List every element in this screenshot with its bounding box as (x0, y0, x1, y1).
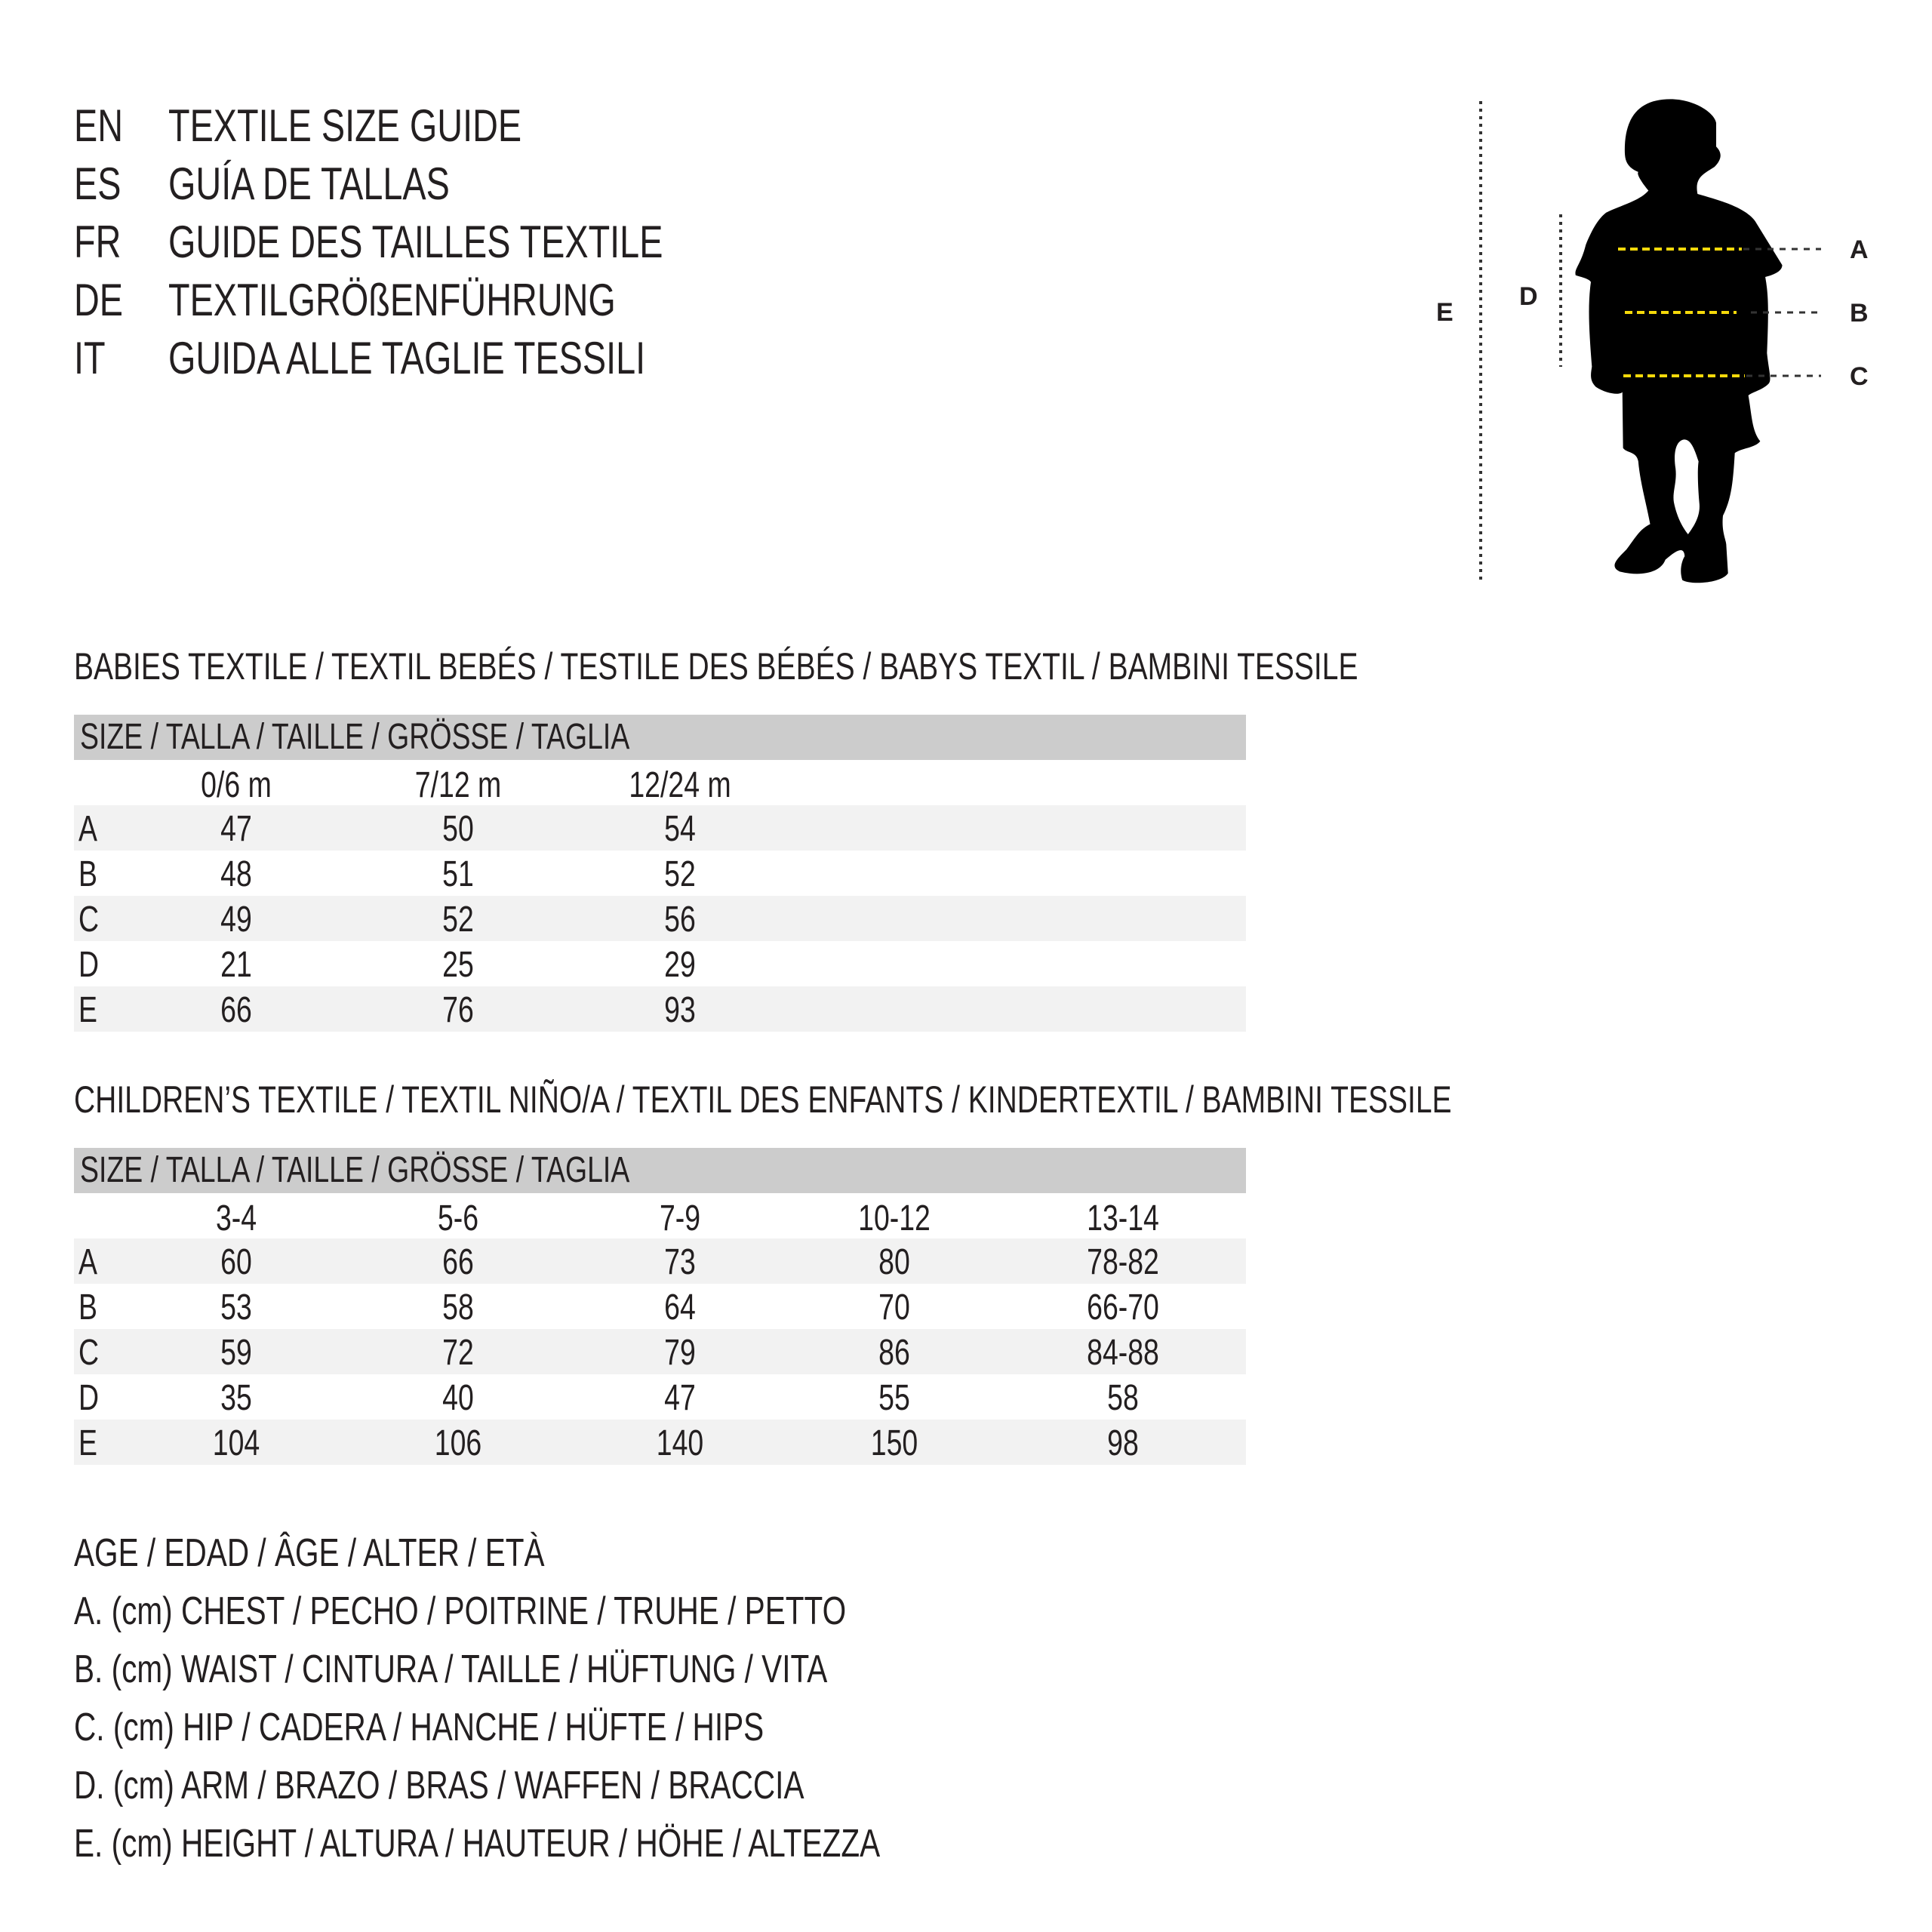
table-cell: 66-70 (1087, 1287, 1159, 1327)
row-label: A (78, 809, 97, 849)
table-cell: 40 (442, 1378, 474, 1418)
table-row: B 48 51 52 (74, 851, 1246, 896)
title-es: GUÍA DE TALLAS (168, 158, 450, 209)
row-label: D (78, 945, 100, 985)
table-cell: 58 (1107, 1378, 1139, 1418)
title-fr: GUIDE DES TAILLES TEXTILE (168, 217, 663, 267)
table-cell: 98 (1107, 1423, 1139, 1463)
table-row: A 47 50 54 (74, 805, 1246, 851)
label-e: E (1436, 298, 1454, 327)
row-label: E (78, 1423, 97, 1463)
table-cell: 104 (212, 1423, 260, 1463)
table-cell: 76 (442, 990, 474, 1030)
row-label: A (78, 1242, 97, 1282)
table-row: C 49 52 56 (74, 896, 1246, 941)
table-cell: 150 (870, 1423, 918, 1463)
label-d: D (1519, 282, 1538, 311)
title-it: GUIDA ALLE TAGLIE TESSILI (168, 333, 646, 383)
column-header: 7-9 (659, 1198, 701, 1238)
title-en: TEXTILE SIZE GUIDE (168, 100, 522, 151)
children-heading: CHILDREN’S TEXTILE / TEXTIL NIÑO/A / TEX… (74, 1078, 1452, 1121)
legend-hip: C. (cm) HIP / CADERA / HANCHE / HÜFTE / … (74, 1706, 764, 1749)
table-cell: 59 (220, 1333, 252, 1373)
row-label: B (78, 1287, 97, 1327)
table-cell: 78-82 (1087, 1242, 1159, 1282)
table-cell: 60 (220, 1242, 252, 1282)
table-cell: 49 (220, 900, 252, 940)
silhouette-shape (1575, 99, 1783, 583)
column-header: 0/6 m (201, 765, 272, 805)
table-cell: 72 (442, 1333, 474, 1373)
size-header-bar: SIZE / TALLA / TAILLE / GRÖSSE / TAGLIA (74, 1148, 1246, 1193)
label-a: A (1850, 235, 1869, 264)
table-cell: 48 (220, 854, 252, 894)
lang-code-es: ES (74, 158, 122, 209)
table-cell: 80 (878, 1242, 910, 1282)
table-cell: 29 (664, 945, 696, 985)
row-label: B (78, 854, 97, 894)
table-row: E 104 106 140 150 98 (74, 1420, 1246, 1465)
column-header: 12/24 m (629, 765, 731, 805)
size-header-label: SIZE / TALLA / TAILLE / GRÖSSE / TAGLIA (80, 1150, 630, 1190)
column-header: 10-12 (858, 1198, 931, 1238)
table-cell: 86 (878, 1333, 910, 1373)
label-c: C (1850, 362, 1869, 391)
size-header-bar: SIZE / TALLA / TAILLE / GRÖSSE / TAGLIA (74, 715, 1246, 760)
table-cell: 25 (442, 945, 474, 985)
table-row: E 66 76 93 (74, 986, 1246, 1032)
table-cell: 52 (664, 854, 696, 894)
column-header: 7/12 m (414, 765, 502, 805)
table-cell: 47 (664, 1378, 696, 1418)
table-row: B 53 58 64 70 66-70 (74, 1284, 1246, 1329)
table-cell: 64 (664, 1287, 696, 1327)
table-row: A 60 66 73 80 78-82 (74, 1238, 1246, 1284)
table-cell: 35 (220, 1378, 252, 1418)
table-cell: 58 (442, 1287, 474, 1327)
table-cell: 106 (434, 1423, 482, 1463)
row-label: C (78, 900, 100, 940)
table-cell: 50 (442, 809, 474, 849)
table-cell: 140 (656, 1423, 704, 1463)
column-header: 13-14 (1087, 1198, 1159, 1238)
column-header-row: 0/6 m 7/12 m 12/24 m (74, 761, 1246, 807)
table-cell: 51 (442, 854, 474, 894)
table-row: D 21 25 29 (74, 941, 1246, 986)
table-cell: 55 (878, 1378, 910, 1418)
table-cell: 79 (664, 1333, 696, 1373)
table-cell: 93 (664, 990, 696, 1030)
lang-code-fr: FR (74, 217, 122, 267)
lang-code-de: DE (74, 275, 124, 325)
label-b: B (1850, 299, 1869, 328)
legend-height: E. (cm) HEIGHT / ALTURA / HAUTEUR / HÖHE… (74, 1822, 881, 1866)
row-label: E (78, 990, 97, 1030)
table-row: D 35 40 47 55 58 (74, 1374, 1246, 1420)
legend-age: AGE / EDAD / ÂGE / ALTER / ETÀ (74, 1531, 545, 1575)
column-header: 5-6 (437, 1198, 479, 1238)
row-label: D (78, 1378, 100, 1418)
column-header: 3-4 (215, 1198, 257, 1238)
table-cell: 53 (220, 1287, 252, 1327)
table-cell: 52 (442, 900, 474, 940)
table-cell: 70 (878, 1287, 910, 1327)
table-cell: 66 (220, 990, 252, 1030)
legend-arm: D. (cm) ARM / BRAZO / BRAS / WAFFEN / BR… (74, 1764, 804, 1807)
table-cell: 54 (664, 809, 696, 849)
lang-code-it: IT (74, 333, 106, 383)
table-row: C 59 72 79 86 84-88 (74, 1329, 1246, 1374)
child-silhouette-icon (1479, 99, 1821, 583)
size-header-label: SIZE / TALLA / TAILLE / GRÖSSE / TAGLIA (80, 717, 630, 757)
table-cell: 21 (220, 945, 252, 985)
table-cell: 56 (664, 900, 696, 940)
legend-chest: A. (cm) CHEST / PECHO / POITRINE / TRUHE… (74, 1589, 847, 1633)
babies-heading: BABIES TEXTILE / TEXTIL BEBÉS / TESTILE … (74, 645, 1358, 688)
row-label: C (78, 1333, 100, 1373)
legend-waist: B. (cm) WAIST / CINTURA / TAILLE / HÜFTU… (74, 1647, 828, 1691)
table-cell: 84-88 (1087, 1333, 1159, 1373)
lang-code-en: EN (74, 100, 124, 151)
title-de: TEXTILGRÖßENFÜHRUNG (168, 275, 616, 325)
table-cell: 47 (220, 809, 252, 849)
column-header-row: 3-4 5-6 7-9 10-12 13-14 (74, 1195, 1246, 1240)
table-cell: 73 (664, 1242, 696, 1282)
table-cell: 66 (442, 1242, 474, 1282)
